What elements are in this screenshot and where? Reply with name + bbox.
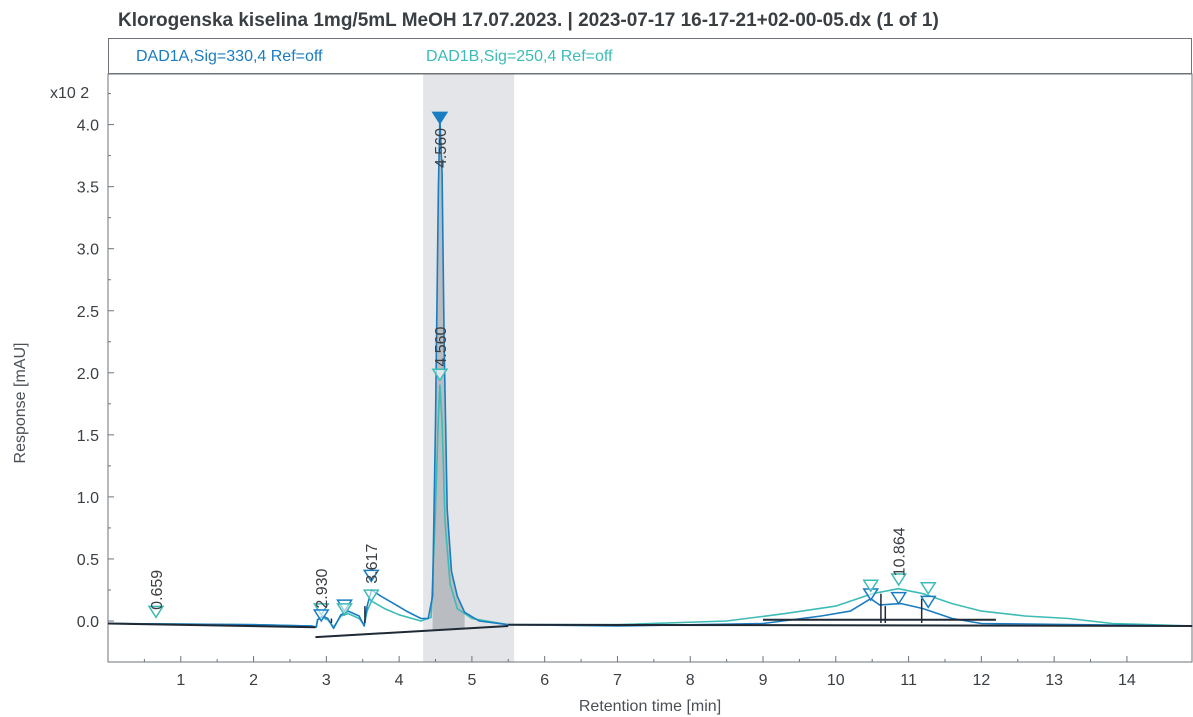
- x-tick-label: 13: [1045, 672, 1063, 689]
- peak-marker: [890, 591, 908, 606]
- y-axis-title: Response [mAU]: [12, 343, 29, 464]
- y-tick-label: 0.0: [77, 614, 99, 631]
- x-tick-label: 11: [900, 672, 917, 689]
- x-axis: 1 2 3 4 5 6 7 8 9 10 11 12 13 14: [143, 656, 1136, 689]
- x-tick-label: 3: [322, 672, 331, 689]
- x-axis-title: Retention time [min]: [579, 698, 721, 715]
- peak-marker: [362, 569, 380, 583]
- x-tick-label: 6: [540, 672, 549, 689]
- integration-baseline: [315, 624, 509, 639]
- y-tick-label: 4.0: [77, 118, 99, 135]
- peak-marker: [862, 579, 880, 593]
- series-line-dad1a: [107, 117, 1193, 630]
- y-tick-label: 1.0: [77, 490, 99, 507]
- peak-label: 4.560: [433, 128, 450, 168]
- chart-title: Klorogenska kiselina 1mg/5mL MeOH 17.07.…: [118, 10, 939, 31]
- peak-area-fill: [432, 118, 465, 630]
- y-tick-label: 2.0: [77, 366, 99, 383]
- peak-marker: [312, 609, 330, 623]
- peak-label: 2.930: [314, 568, 331, 608]
- peak-marker: [362, 589, 380, 603]
- integration-baseline: [508, 623, 1193, 627]
- x-tick-label: 2: [249, 672, 258, 689]
- legend-item-dad1a: DAD1A,Sig=330,4 Ref=off: [136, 48, 323, 65]
- x-tick-label: 9: [759, 672, 768, 689]
- peak-label: 3.617: [364, 544, 381, 584]
- plot-frame: [107, 73, 1193, 663]
- peak-label: 0.659: [149, 570, 166, 610]
- peak-marker: [147, 605, 165, 619]
- y-multiplier: x10 2: [50, 85, 89, 102]
- peak-marker: [431, 111, 449, 125]
- y-axis: 0.0 0.5 1.0 1.5 2.0 2.5 3.0 3.5 4.0 x10 2: [50, 85, 114, 631]
- y-tick-label: 3.5: [77, 180, 99, 197]
- peak-marker: [919, 595, 937, 609]
- peak-marker: [431, 368, 449, 382]
- y-tick-label: 0.5: [77, 552, 99, 569]
- peak-marker: [336, 603, 353, 617]
- y-tick-label: 2.5: [77, 304, 99, 321]
- y-tick-label: 3.0: [77, 242, 99, 259]
- x-tick-label: 5: [467, 672, 476, 689]
- series-line-dad1b: [107, 384, 1193, 628]
- legend-item-dad1b: DAD1B,Sig=250,4 Ref=off: [426, 48, 613, 65]
- peak-label: 10.864: [892, 527, 909, 576]
- x-tick-label: 4: [395, 672, 404, 689]
- x-tick-label: 12: [972, 672, 990, 689]
- x-tick-label: 10: [827, 672, 845, 689]
- x-tick-label: 7: [613, 672, 622, 689]
- peak-marker: [890, 573, 908, 587]
- peak-label: 4.560: [433, 326, 450, 366]
- y-tick-label: 1.5: [77, 428, 99, 445]
- x-tick-label: 14: [1118, 672, 1136, 689]
- integration-baseline: [107, 622, 316, 629]
- x-tick-label: 8: [686, 672, 695, 689]
- x-tick-label: 1: [176, 672, 185, 689]
- peak-marker: [919, 581, 937, 596]
